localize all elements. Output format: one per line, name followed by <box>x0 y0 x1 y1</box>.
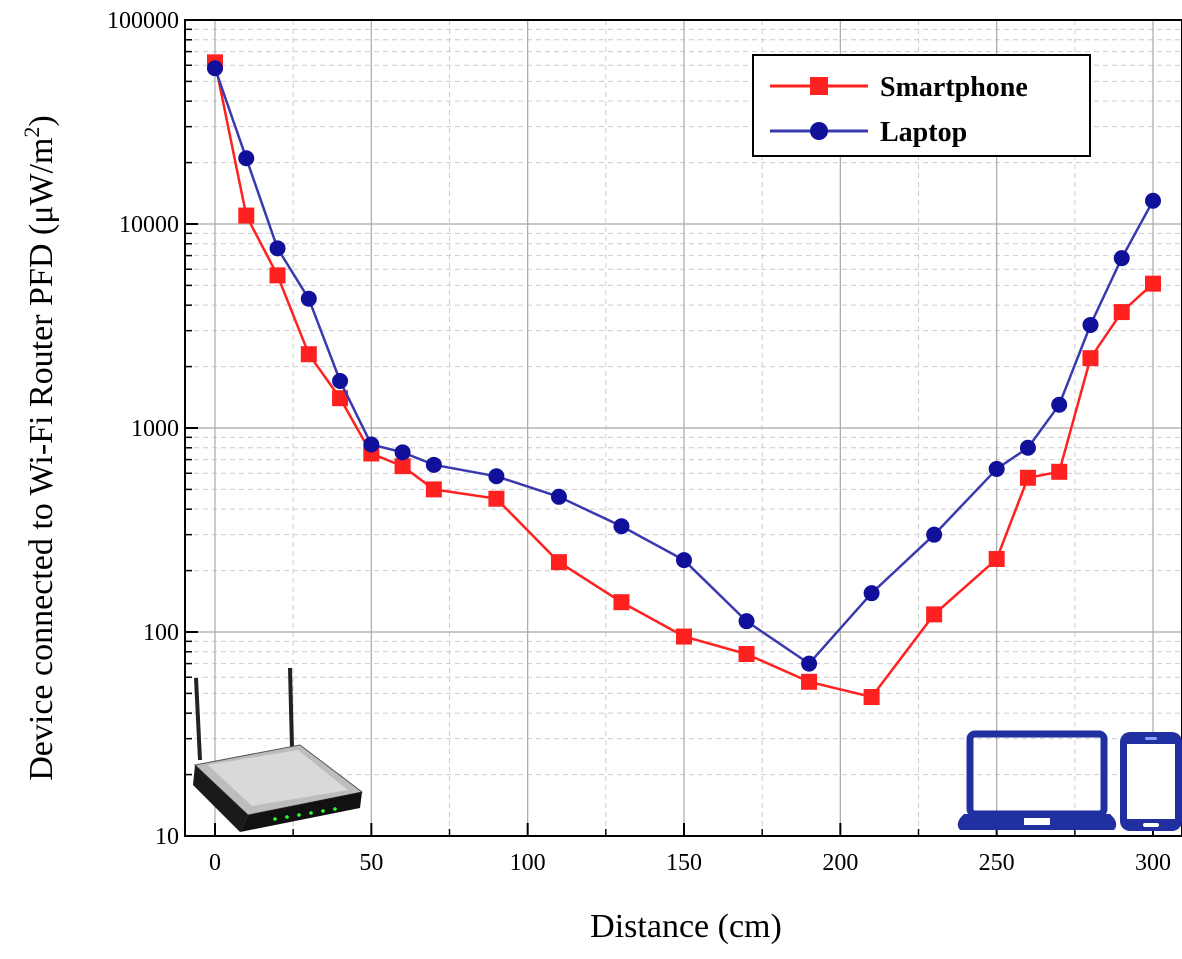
x-tick-label: 0 <box>209 850 221 876</box>
x-tick-label: 300 <box>1135 850 1171 876</box>
y-tick-label: 10000 <box>119 212 179 238</box>
data-point-laptop <box>676 552 693 569</box>
data-point-laptop <box>1113 250 1130 267</box>
data-point-laptop <box>1051 396 1068 413</box>
data-point-smartphone <box>550 554 567 571</box>
y-tick-label: 100 <box>143 620 179 646</box>
y-tick-label: 100000 <box>107 8 179 34</box>
data-point-laptop <box>1082 316 1099 333</box>
data-point-laptop <box>801 655 818 672</box>
laptop-icon <box>957 730 1117 830</box>
series-group <box>207 54 1162 706</box>
data-point-laptop <box>613 518 630 535</box>
legend: Smartphone Laptop <box>752 54 1091 157</box>
legend-marker-laptop <box>810 122 828 140</box>
data-point-smartphone <box>1145 275 1162 292</box>
data-point-laptop <box>550 488 567 505</box>
data-point-laptop <box>300 290 317 307</box>
data-point-smartphone <box>1113 304 1130 321</box>
data-point-laptop <box>238 150 255 167</box>
data-point-smartphone <box>1082 350 1099 367</box>
legend-label-smartphone: Smartphone <box>880 72 1028 103</box>
y-tick-label: 10 <box>155 824 179 850</box>
data-point-smartphone <box>488 490 505 507</box>
data-point-smartphone <box>988 550 1005 567</box>
data-point-smartphone <box>676 628 693 645</box>
legend-box <box>752 54 1091 157</box>
x-tick-label: 50 <box>359 850 383 876</box>
y-axis-title-main: Device connected to Wi-Fi Router PFD (μW… <box>23 138 60 781</box>
x-tick-label: 100 <box>510 850 546 876</box>
x-tick-label: 250 <box>979 850 1015 876</box>
data-point-smartphone <box>801 673 818 690</box>
data-point-laptop <box>1145 192 1162 209</box>
data-point-laptop <box>1019 439 1036 456</box>
y-axis-title-superscript: 2 <box>19 127 44 138</box>
data-point-smartphone <box>394 458 411 475</box>
y-axis-title-close: ) <box>23 115 60 126</box>
legend-label-laptop: Laptop <box>880 117 967 148</box>
data-point-smartphone <box>332 390 349 407</box>
data-point-laptop <box>425 456 442 473</box>
y-axis-title: Device connected to Wi-Fi Router PFD (μW… <box>19 115 60 781</box>
data-point-smartphone <box>1051 463 1068 480</box>
data-point-laptop <box>207 60 223 77</box>
x-tick-label: 150 <box>666 850 702 876</box>
x-axis-title: Distance (cm) <box>590 908 782 945</box>
series-line-smartphone <box>213 62 1154 699</box>
data-point-laptop <box>488 468 505 485</box>
wifi-router-icon <box>193 667 364 832</box>
legend-marker-smartphone <box>810 77 828 95</box>
y-tick-label: 1000 <box>131 416 179 442</box>
axis-ticks: 10 100 1000 10000 100000 0 50 100 150 200 250 300 <box>107 8 1171 876</box>
data-point-laptop <box>738 613 755 630</box>
smartphone-icon <box>1120 732 1182 831</box>
data-point-smartphone <box>425 481 442 498</box>
data-point-laptop <box>269 240 286 257</box>
data-point-laptop <box>926 526 943 543</box>
series-line-laptop <box>213 67 1155 666</box>
data-point-smartphone <box>269 267 286 284</box>
data-point-smartphone <box>863 689 880 706</box>
data-point-smartphone <box>238 207 255 224</box>
data-point-laptop <box>394 444 411 461</box>
data-point-laptop <box>363 436 380 453</box>
data-point-smartphone <box>926 606 943 623</box>
x-tick-label: 200 <box>822 850 858 876</box>
data-point-smartphone <box>300 346 317 363</box>
data-point-laptop <box>332 372 349 389</box>
data-point-laptop <box>863 585 880 602</box>
data-point-laptop <box>988 460 1005 477</box>
data-point-smartphone <box>613 594 630 611</box>
data-point-smartphone <box>738 646 755 663</box>
data-point-smartphone <box>1019 469 1036 486</box>
